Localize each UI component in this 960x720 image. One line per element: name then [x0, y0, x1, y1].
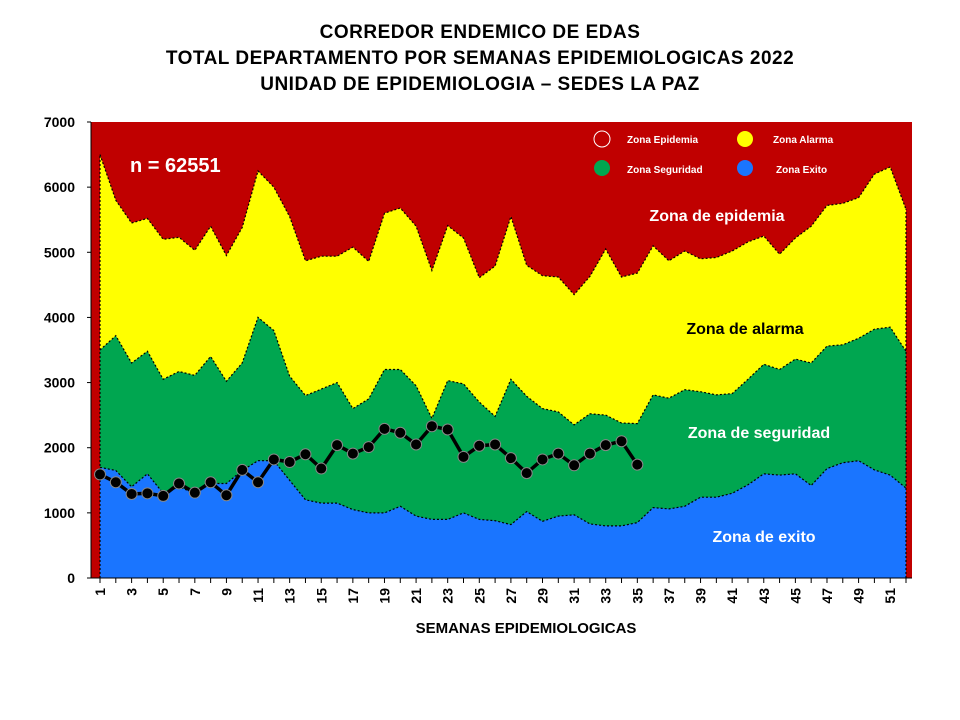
case-point [252, 476, 265, 489]
case-point [489, 438, 502, 451]
boundary-seguridad [99, 316, 907, 426]
x-tick-label: 41 [724, 588, 740, 604]
x-tick-label: 19 [376, 588, 392, 604]
legend-marker-alarma [737, 131, 753, 147]
x-tick-label: 37 [661, 588, 677, 604]
y-tick-label: 7000 [44, 114, 75, 130]
x-tick-label: 31 [566, 588, 582, 604]
case-point [220, 489, 233, 502]
x-tick-label: 11 [250, 588, 266, 603]
zone-labels: Zona de epidemia Zona de alarma Zona de … [130, 155, 830, 546]
case-point [125, 487, 138, 500]
y-tick-label: 6000 [44, 179, 75, 195]
case-point [141, 487, 154, 500]
case-point [410, 438, 423, 451]
y-axis: 0 1000 2000 3000 4000 5000 6000 7000 [44, 114, 92, 586]
x-tick-label: 5 [155, 588, 171, 596]
case-series [94, 420, 644, 502]
case-point [425, 420, 438, 433]
y-tick-label: 0 [67, 570, 75, 586]
x-tick-label: 35 [629, 588, 645, 604]
legend: Zona Epidemia Zona Alarma Zona Seguridad… [593, 130, 834, 176]
x-axis-title: SEMANAS EPIDEMIOLOGICAS [416, 620, 637, 637]
case-point [362, 441, 375, 454]
y-tick-label: 3000 [44, 375, 75, 391]
zone-label-exito: Zona de exito [712, 529, 815, 546]
legend-label-alarma: Zona Alarma [773, 135, 834, 146]
zone-label-seguridad: Zona de seguridad [688, 425, 830, 442]
x-tick-label: 21 [408, 588, 424, 604]
x-tick-label: 23 [440, 588, 456, 604]
case-point [552, 447, 565, 460]
zone-label-alarma: Zona de alarma [686, 321, 803, 338]
sample-size-annotation: n = 62551 [130, 155, 221, 177]
x-tick-label: 51 [882, 588, 898, 604]
case-point [109, 476, 122, 489]
x-tick-label: 49 [851, 588, 867, 604]
case-point [173, 477, 186, 490]
x-tick-label: 39 [693, 588, 709, 604]
case-point [283, 456, 296, 469]
case-point [267, 453, 280, 466]
x-tick-label: 33 [598, 588, 614, 604]
case-point [204, 476, 217, 489]
legend-marker-exito [737, 160, 753, 176]
case-point [346, 447, 359, 460]
boundary-alarma [99, 154, 907, 296]
y-tick-label: 5000 [44, 244, 75, 260]
zone-exito-area [100, 460, 906, 578]
x-tick-label: 7 [187, 588, 203, 596]
case-point [631, 458, 644, 471]
case-point [568, 459, 581, 472]
case-point [331, 439, 344, 452]
y-tick-label: 2000 [44, 440, 75, 456]
boundary-exito [99, 460, 907, 527]
x-tick-label: 29 [535, 588, 551, 604]
case-point [536, 453, 549, 466]
case-point [457, 450, 470, 463]
chart-title-line-3: UNIDAD DE EPIDEMIOLOGIA – SEDES LA PAZ [260, 74, 700, 95]
y-tick-label: 4000 [44, 309, 75, 325]
legend-label-seguridad: Zona Seguridad [627, 165, 703, 176]
case-point [315, 462, 328, 475]
x-tick-label: 25 [471, 588, 487, 604]
legend-marker-seguridad [594, 160, 610, 176]
x-tick-label: 9 [218, 588, 234, 596]
case-point [394, 426, 407, 439]
y-tick-label: 1000 [44, 505, 75, 521]
x-tick-label: 47 [819, 588, 835, 604]
chart-title-line-2: TOTAL DEPARTAMENTO POR SEMANAS EPIDEMIOL… [165, 48, 795, 69]
zone-label-epidemia: Zona de epidemia [649, 208, 784, 225]
x-tick-label: 3 [124, 588, 140, 596]
legend-label-epidemia: Zona Epidemia [627, 135, 699, 146]
legend-label-exito: Zona Exito [776, 165, 827, 176]
case-point [520, 467, 533, 480]
x-tick-label: 13 [282, 588, 298, 604]
case-point [299, 448, 312, 461]
chart-title-line-1: CORREDOR ENDEMICO DE EDAS [319, 22, 641, 43]
case-point [378, 422, 391, 435]
legend-marker-epidemia [593, 130, 611, 148]
plot-areas [91, 122, 912, 578]
x-tick-label: 43 [756, 588, 772, 604]
x-tick-label: 15 [313, 588, 329, 604]
case-point [157, 489, 170, 502]
x-tick-label: 17 [345, 588, 361, 604]
case-point [504, 452, 517, 465]
x-tick-label: 27 [503, 588, 519, 604]
case-point [615, 435, 628, 448]
case-point [94, 468, 106, 481]
case-point [188, 486, 201, 499]
case-point [236, 463, 249, 476]
case-point [599, 439, 612, 452]
x-tick-label: 1 [92, 588, 108, 596]
case-point [441, 423, 454, 436]
x-axis: 1 3 5 7 9 11 13 15 17 19 21 23 25 27 29 31 33 35 37 39 41 43 4… [91, 577, 912, 604]
case-point [473, 439, 486, 452]
x-tick-label: 45 [787, 588, 803, 604]
case-point [583, 447, 596, 460]
